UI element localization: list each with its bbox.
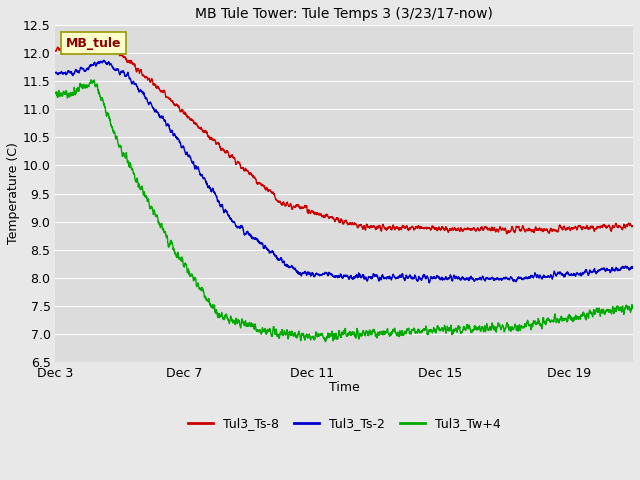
Y-axis label: Temperature (C): Temperature (C) [7,143,20,244]
Text: MB_tule: MB_tule [66,36,122,50]
X-axis label: Time: Time [329,382,360,395]
Title: MB Tule Tower: Tule Temps 3 (3/23/17-now): MB Tule Tower: Tule Temps 3 (3/23/17-now… [195,7,493,21]
Legend: Tul3_Ts-8, Tul3_Ts-2, Tul3_Tw+4: Tul3_Ts-8, Tul3_Ts-2, Tul3_Tw+4 [183,412,506,435]
